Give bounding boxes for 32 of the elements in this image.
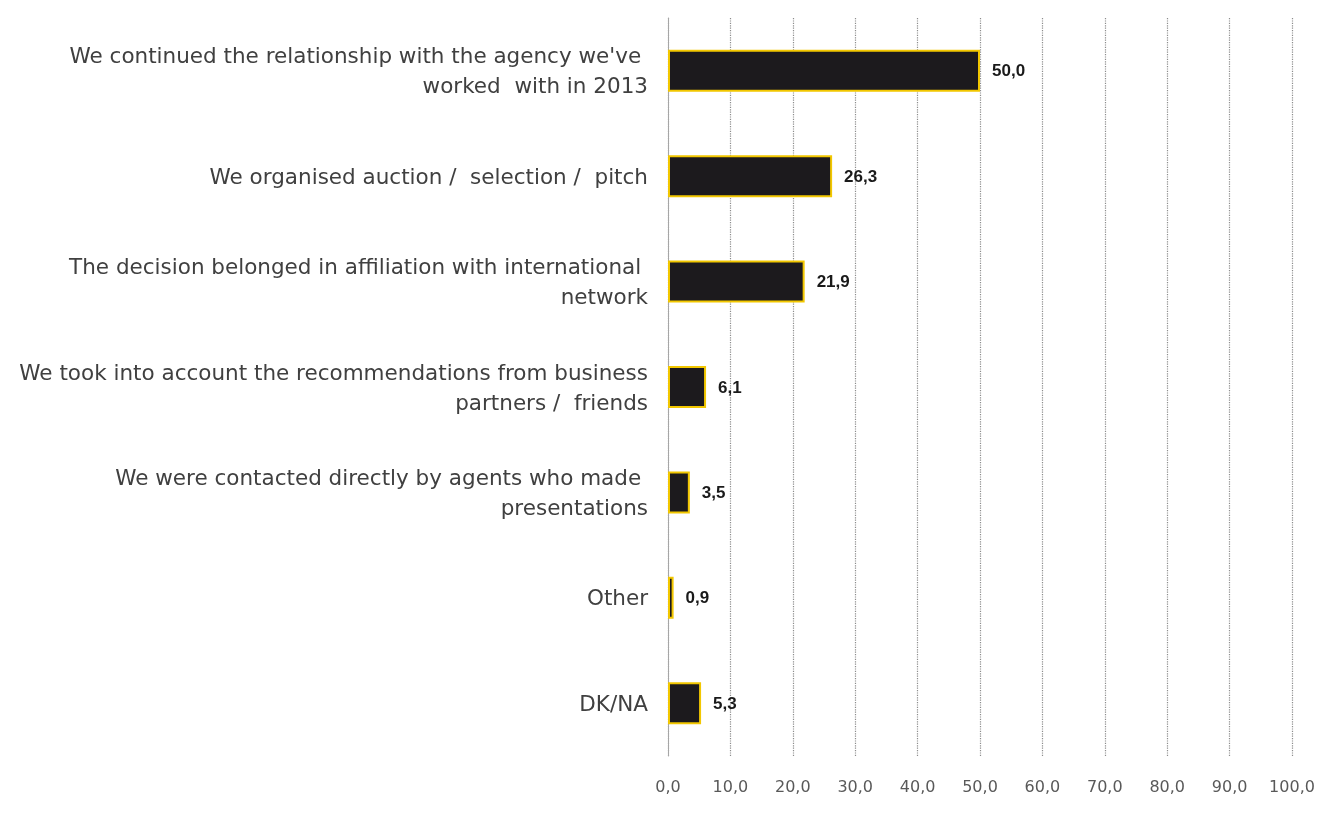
bar (668, 49, 980, 92)
bar (668, 260, 805, 303)
x-tick-label: 20,0 (774, 776, 811, 796)
data-label: 0,9 (685, 588, 710, 608)
data-label: 6,1 (718, 377, 742, 397)
x-tick-label: 80,0 (1149, 776, 1186, 796)
data-label: 50,0 (992, 61, 1026, 81)
bar (668, 471, 690, 514)
y-tick-label: We were contacted directly by agents who made presentations (115, 464, 648, 520)
bar (668, 682, 702, 725)
data-label: 21,9 (816, 272, 850, 292)
x-tick-label: 60,0 (1024, 776, 1061, 796)
data-label: 5,3 (713, 693, 737, 713)
bar (668, 576, 674, 619)
x-tick-label: 100,0 (1269, 776, 1315, 796)
x-tick-label: 50,0 (962, 776, 998, 796)
y-tick-label: We took into account the recommendations from business partners / friends (19, 359, 648, 415)
x-tick-label: 10,0 (712, 776, 749, 796)
y-tick-label: The decision belonged in affiliation with international network (68, 254, 649, 310)
x-tick-label: 90,0 (1211, 776, 1248, 796)
y-tick-label: Other (586, 585, 649, 611)
data-label: 26,3 (844, 166, 878, 186)
bar (668, 155, 833, 198)
y-tick-label: We continued the relationship with the agency we've worked with in 2013 (69, 43, 648, 99)
y-tick-label: We organised auction / selection / pitch (209, 163, 648, 189)
x-tick-label: 40,0 (899, 776, 936, 796)
data-label: 3,5 (701, 482, 726, 502)
bar (668, 366, 707, 408)
y-tick-label: DK/NA (579, 690, 649, 716)
x-tick-label: 30,0 (837, 776, 874, 796)
x-tick-label: 0,0 (655, 776, 681, 796)
x-tick-label: 70,0 (1086, 776, 1123, 796)
